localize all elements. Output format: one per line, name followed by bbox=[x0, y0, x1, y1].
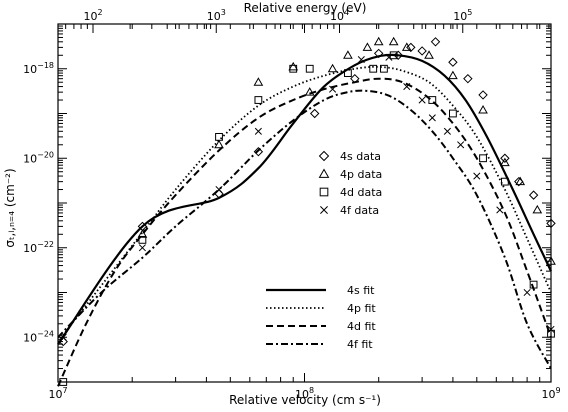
series-4d-fit bbox=[57, 77, 552, 387]
legend-marker-4d-data bbox=[319, 187, 329, 197]
point-4f-data bbox=[254, 127, 262, 135]
point-4d-data bbox=[215, 132, 223, 141]
series-4p-data bbox=[137, 36, 556, 265]
legend-label-4f-fit: 4f fit bbox=[347, 338, 373, 351]
legend-label-4d-data: 4d data bbox=[340, 186, 382, 199]
point-4d-data bbox=[449, 109, 457, 118]
point-4p-data bbox=[532, 204, 543, 214]
point-4s-data bbox=[463, 73, 473, 84]
legend-layer: 4s data 4p data 4d data 4f data 4s fit 4p fit… bbox=[266, 150, 382, 351]
x2-tick-label: 102 bbox=[83, 8, 102, 23]
x2-axis-label: Relative energy (eV) bbox=[244, 1, 367, 15]
point-4s-data bbox=[500, 153, 510, 163]
point-4s-data bbox=[430, 37, 441, 47]
point-4p-data bbox=[327, 63, 338, 73]
point-4p-data bbox=[401, 42, 412, 51]
y-tick-label: 10−20 bbox=[23, 150, 54, 165]
y-tick-label: 10−24 bbox=[23, 329, 54, 344]
legend-marker-4f-data bbox=[320, 206, 328, 214]
series-4s-data bbox=[58, 37, 556, 347]
point-4d-data bbox=[369, 64, 378, 73]
point-4s-data bbox=[253, 147, 264, 157]
point-4f-data bbox=[443, 127, 451, 135]
point-4p-data bbox=[424, 50, 434, 59]
line-4f-fit bbox=[57, 89, 552, 369]
point-4s-data bbox=[528, 190, 539, 200]
series-4d-data bbox=[59, 51, 555, 386]
legend-marker-4p-data bbox=[318, 168, 330, 178]
point-4p-data bbox=[253, 77, 264, 86]
point-4p-data bbox=[478, 104, 488, 114]
point-4f-data bbox=[523, 288, 531, 297]
point-4s-data bbox=[546, 218, 556, 229]
x2-tick-label: 105 bbox=[453, 8, 472, 23]
point-4p-data bbox=[546, 256, 556, 265]
point-4d-data bbox=[305, 64, 314, 73]
legend-label-4s-data: 4s data bbox=[340, 150, 381, 163]
point-4p-data bbox=[288, 61, 299, 71]
point-4d-data bbox=[254, 96, 263, 104]
point-4f-data bbox=[418, 96, 426, 104]
point-4d-data bbox=[428, 96, 437, 104]
ticks-layer: 107 108 109 102 103 104 105 10−24 10−22 10−20 10−1… bbox=[23, 8, 560, 401]
series-4f-fit bbox=[57, 89, 552, 369]
x2-tick-label: 103 bbox=[207, 8, 226, 23]
point-4d-data bbox=[479, 154, 487, 163]
y-axis-label: σₜ,ₗ,ₙ₌₄ (cm⁻²) bbox=[3, 168, 17, 247]
series-4f-data bbox=[59, 53, 555, 341]
x-tick-label: 109 bbox=[541, 386, 560, 401]
point-4p-data bbox=[500, 157, 510, 167]
legend-marker-4s-data bbox=[318, 150, 330, 162]
point-4p-data bbox=[214, 139, 224, 149]
series-4s-fit bbox=[57, 53, 552, 345]
y-tick-label: 10−22 bbox=[23, 240, 54, 255]
point-4s-data bbox=[373, 48, 384, 59]
plot-frame bbox=[57, 23, 552, 383]
point-4d-data bbox=[289, 64, 298, 73]
point-4s-data bbox=[448, 57, 458, 67]
legend-label-4d-fit: 4d fit bbox=[347, 320, 376, 333]
point-4f-data bbox=[138, 244, 146, 252]
legend-label-4f-data: 4f data bbox=[340, 204, 379, 217]
point-4f-data bbox=[457, 141, 465, 149]
point-4p-data bbox=[343, 50, 353, 59]
point-4p-data bbox=[515, 176, 526, 186]
line-4s-fit bbox=[57, 53, 552, 345]
point-4p-data bbox=[373, 36, 384, 46]
x-tick-label: 107 bbox=[48, 386, 67, 401]
point-4p-data bbox=[388, 36, 399, 46]
x2-tick-label: 104 bbox=[330, 8, 349, 23]
series-layer bbox=[57, 36, 556, 387]
point-4f-data bbox=[473, 172, 481, 180]
point-4s-data bbox=[478, 90, 488, 100]
point-4p-data bbox=[137, 229, 148, 238]
y-tick-label: 10−18 bbox=[23, 61, 54, 76]
legend-label-4p-data: 4p data bbox=[340, 168, 382, 181]
point-4p-data bbox=[362, 42, 373, 51]
legend-label-4p-fit: 4p fit bbox=[347, 302, 376, 315]
point-4d-data bbox=[380, 64, 388, 73]
point-4p-data bbox=[448, 70, 458, 80]
line-4d-fit bbox=[57, 77, 552, 387]
point-4s-data bbox=[309, 108, 320, 119]
legend-label-4s-fit: 4s fit bbox=[347, 284, 375, 297]
point-4s-data bbox=[417, 46, 427, 56]
point-4p-data bbox=[304, 87, 315, 96]
point-4s-data bbox=[393, 50, 403, 60]
x-tick-label: 108 bbox=[295, 386, 314, 401]
x-axis-label: Relative velocity (cm s⁻¹) bbox=[229, 393, 381, 407]
point-4f-data bbox=[428, 114, 436, 122]
